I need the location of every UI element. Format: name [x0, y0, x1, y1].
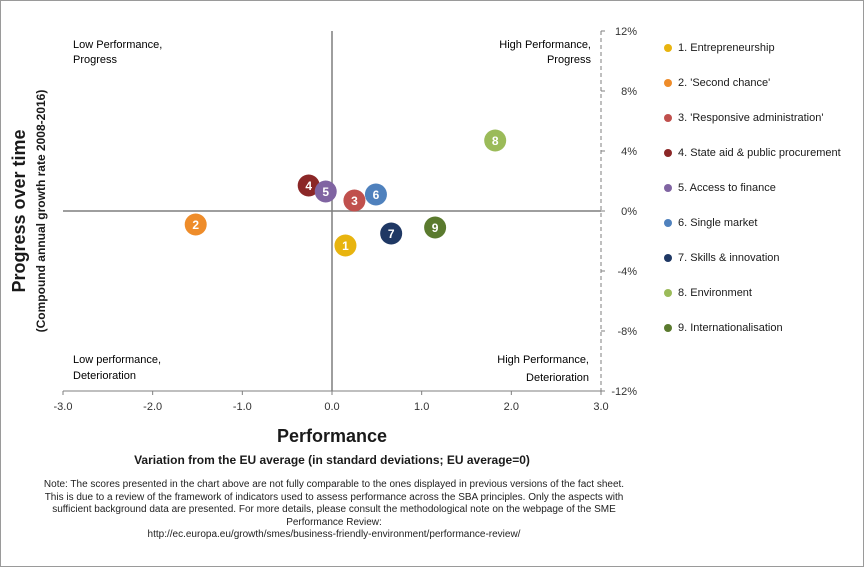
- data-point-marker[interactable]: [297, 174, 320, 197]
- legend-marker-icon: [664, 184, 672, 192]
- x-tick-label: 0.0: [324, 401, 339, 413]
- data-point[interactable]: 2: [184, 213, 207, 236]
- legend-marker-icon: [664, 289, 672, 297]
- legend-label: 3. 'Responsive administration': [678, 112, 824, 124]
- x-axis-title: Performance: [276, 426, 388, 446]
- ticks: -3.0 -2.0 -1.0 0.0 1.0 2.0 3.0 12% 8% 4% 0% -4% -8% -…: [54, 26, 638, 413]
- legend-marker-icon: [664, 324, 672, 332]
- data-point-marker[interactable]: [364, 183, 387, 206]
- data-point[interactable]: 5: [314, 180, 337, 203]
- data-point-label: 8: [492, 134, 499, 148]
- data-point-label: 3: [351, 194, 358, 208]
- legend-label: 9. Internationalisation: [678, 322, 783, 334]
- legend-label: 1. Entrepreneurship: [678, 42, 775, 54]
- x-tick-label: 3.0: [593, 401, 608, 413]
- quadrant-label-bottom-left-2: Deterioration: [73, 370, 136, 382]
- y-tick-label: 0%: [621, 206, 637, 218]
- legend-label: 2. 'Second chance': [678, 77, 771, 89]
- legend-marker-icon: [664, 149, 672, 157]
- y-tick-label: 12%: [615, 26, 637, 38]
- x-tick-label: 2.0: [504, 401, 519, 413]
- footnote-url[interactable]: http://ec.europa.eu/growth/smes/business…: [147, 529, 521, 540]
- quadrant-label-top-right-2: Progress: [547, 54, 592, 66]
- data-point-marker[interactable]: [343, 189, 366, 212]
- legend-item: 3. 'Responsive administration': [664, 110, 823, 126]
- data-points: 1 2 3 4 5 6 7 8 9: [184, 129, 507, 257]
- y-tick-label: 8%: [621, 86, 637, 98]
- quadrant-label-top-left-2: Progress: [73, 54, 118, 66]
- axes: [63, 31, 602, 392]
- data-point-marker[interactable]: [184, 213, 207, 236]
- data-point-label: 1: [342, 239, 349, 253]
- legend-marker-icon: [664, 219, 672, 227]
- y-axis-title: Progress over time: [9, 129, 29, 292]
- y-axis-title-group: Progress over time (Compound annual grow…: [9, 90, 48, 333]
- y-tick-label: -8%: [617, 326, 637, 338]
- quadrant-label-bottom-right-2: Deterioration: [526, 372, 589, 384]
- data-point-marker[interactable]: [334, 234, 357, 257]
- legend-marker-icon: [664, 79, 672, 87]
- legend-item: 8. Environment: [664, 285, 752, 301]
- quadrant-label-top-right-1: High Performance,: [499, 39, 591, 51]
- legend-marker-icon: [664, 254, 672, 262]
- data-point-marker[interactable]: [484, 129, 507, 152]
- data-point-marker[interactable]: [424, 216, 447, 239]
- legend-label: 4. State aid & public procurement: [678, 147, 841, 159]
- data-point-label: 7: [388, 227, 395, 241]
- x-tick-label: -3.0: [54, 401, 73, 413]
- y-tick-label: -4%: [617, 266, 637, 278]
- x-axis-subtitle: Variation from the EU average (in standa…: [134, 453, 530, 467]
- data-point[interactable]: 9: [424, 216, 447, 239]
- x-tick-label: -1.0: [233, 401, 252, 413]
- y-tick-label: 4%: [621, 146, 637, 158]
- data-point[interactable]: 1: [334, 234, 357, 257]
- legend-marker-icon: [664, 44, 672, 52]
- data-point-label: 2: [192, 218, 199, 232]
- quadrant-label-bottom-left-1: Low performance,: [73, 354, 161, 366]
- legend-label: 8. Environment: [678, 287, 752, 299]
- data-point-label: 4: [305, 179, 312, 193]
- data-point-label: 9: [432, 221, 439, 235]
- data-point[interactable]: 8: [484, 129, 507, 152]
- quadrant-label-bottom-right-1: High Performance,: [497, 354, 589, 366]
- footnote-line: This is due to a review of the framework…: [44, 491, 624, 503]
- legend-label: 6. Single market: [678, 217, 758, 229]
- data-point[interactable]: 4: [297, 174, 320, 197]
- x-tick-label: 1.0: [414, 401, 429, 413]
- data-point-marker[interactable]: [314, 180, 337, 203]
- legend-marker-icon: [664, 114, 672, 122]
- data-point[interactable]: 3: [343, 189, 366, 212]
- data-point[interactable]: 7: [380, 222, 403, 245]
- legend-item: 1. Entrepreneurship: [664, 40, 775, 56]
- quadrant-labels: Low Performance, Progress High Performan…: [73, 39, 591, 384]
- data-point-marker[interactable]: [380, 222, 403, 245]
- data-point-label: 5: [322, 185, 329, 199]
- quadrant-label-top-left-1: Low Performance,: [73, 39, 162, 51]
- footnote-line: Note: The scores presented in the chart …: [43, 479, 625, 490]
- y-tick-label: -12%: [611, 386, 637, 398]
- legend-label: 7. Skills & innovation: [678, 252, 780, 264]
- footnote: Note: The scores presented in the chart …: [16, 479, 652, 542]
- legend-item: 7. Skills & innovation: [664, 250, 780, 266]
- legend-item: 5. Access to finance: [664, 180, 776, 196]
- legend-label: 5. Access to finance: [678, 182, 776, 194]
- data-point-label: 6: [373, 188, 380, 202]
- legend-item: 2. 'Second chance': [664, 75, 770, 91]
- legend-item: 4. State aid & public procurement: [664, 145, 841, 161]
- x-tick-label: -2.0: [143, 401, 162, 413]
- footnote-line: Performance Review:: [286, 516, 382, 528]
- data-point[interactable]: 6: [364, 183, 387, 206]
- footnote-line: sufficient background data are presented…: [52, 504, 616, 515]
- legend-item: 9. Internationalisation: [664, 320, 783, 336]
- y-axis-subtitle: (Compound annual growth rate 2008-2016): [34, 90, 48, 333]
- legend-item: 6. Single market: [664, 215, 757, 231]
